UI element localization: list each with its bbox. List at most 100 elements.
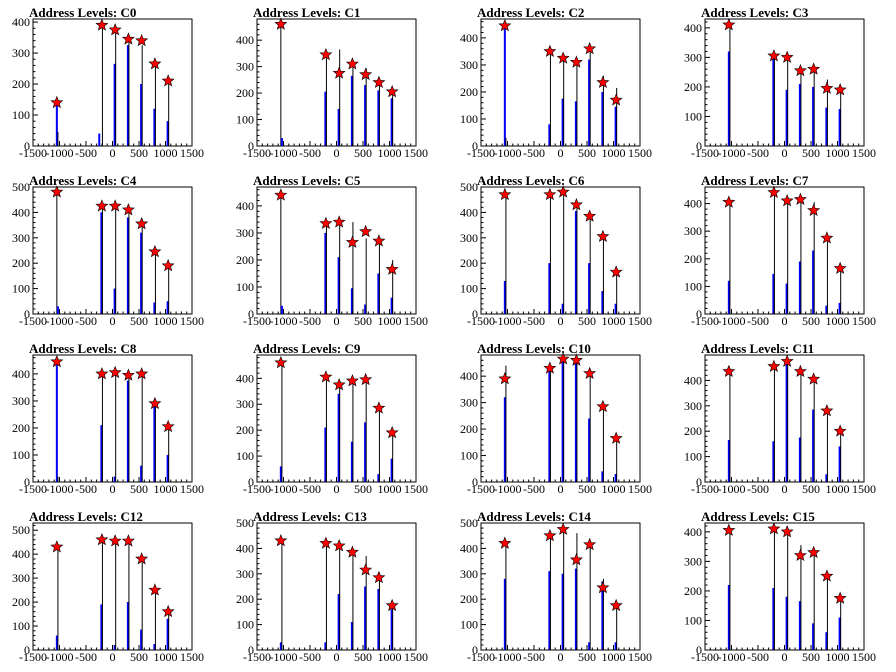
chart-panel-c2: Address Levels: C2 0 100 200 300 400 -1500 -100… bbox=[448, 0, 672, 168]
x-tick-label: -500 bbox=[747, 146, 769, 160]
star-marker bbox=[583, 366, 597, 380]
x-tick-label: 1500 bbox=[404, 650, 428, 664]
star-marker bbox=[722, 523, 736, 536]
star-marker bbox=[372, 401, 386, 414]
histogram-bar-blue bbox=[153, 406, 156, 482]
x-tick-label: 500 bbox=[802, 314, 820, 328]
histogram-bar-blue bbox=[364, 586, 367, 650]
histogram-bar-blue bbox=[166, 301, 169, 314]
histogram-bar-blue bbox=[280, 138, 283, 146]
chart-title: Address Levels: C4 bbox=[29, 173, 137, 188]
y-tick-label: 300 bbox=[236, 397, 254, 411]
x-tick-label: -1000 bbox=[46, 650, 74, 664]
x-tick-label: 1500 bbox=[180, 146, 204, 160]
histogram-bar-blue bbox=[55, 635, 58, 650]
x-tick-label: -500 bbox=[75, 482, 97, 496]
y-tick-label: 200 bbox=[236, 592, 254, 606]
star-marker bbox=[793, 548, 807, 562]
histogram-bar-blue bbox=[113, 476, 116, 482]
x-tick-label: 1500 bbox=[852, 650, 876, 664]
star-marker bbox=[385, 598, 399, 612]
x-tick-label: -1500 bbox=[467, 650, 495, 664]
star-marker bbox=[50, 540, 64, 553]
star-marker bbox=[148, 57, 162, 70]
x-tick-label: -1000 bbox=[46, 314, 74, 328]
star-marker bbox=[498, 536, 512, 549]
x-tick-label: -1500 bbox=[19, 650, 47, 664]
x-tick-label: 1000 bbox=[378, 482, 402, 496]
x-tick-label: 1000 bbox=[826, 482, 850, 496]
star-marker bbox=[121, 203, 135, 216]
y-tick-label: 0 bbox=[24, 475, 30, 489]
x-tick-label: 1500 bbox=[180, 314, 204, 328]
y-tick-label: 0 bbox=[24, 643, 30, 657]
histogram-bar-blue bbox=[588, 263, 591, 314]
x-tick-label: 0 bbox=[334, 650, 340, 664]
x-tick-label: -1000 bbox=[494, 146, 522, 160]
y-tick-label: 400 bbox=[12, 205, 30, 219]
histogram-bar-blue bbox=[798, 601, 801, 650]
star-marker bbox=[332, 377, 346, 391]
star-marker bbox=[498, 371, 512, 385]
star-marker bbox=[161, 258, 175, 272]
x-tick-label: 1000 bbox=[378, 650, 402, 664]
star-marker bbox=[767, 49, 781, 62]
chart-panel-c5: Address Levels: C5 0 100 200 300 400 -1500 -100… bbox=[224, 168, 448, 336]
histogram-bar-blue bbox=[614, 106, 617, 146]
histogram-bar-blue bbox=[614, 303, 617, 314]
y-tick-label: 100 bbox=[12, 282, 30, 296]
x-tick-label: -1000 bbox=[270, 314, 298, 328]
histogram-bar-blue bbox=[727, 280, 730, 314]
star-marker bbox=[274, 17, 288, 30]
x-tick-label: 0 bbox=[782, 146, 788, 160]
star-marker bbox=[583, 537, 597, 551]
x-tick-label: -500 bbox=[299, 314, 321, 328]
y-tick-label: 0 bbox=[696, 475, 702, 489]
chart-panel-c7: Address Levels: C7 0 100 200 300 400 -1500 -100… bbox=[672, 168, 896, 336]
star-marker bbox=[722, 364, 736, 378]
histogram-bar-blue bbox=[825, 632, 828, 650]
star-marker bbox=[274, 355, 288, 369]
x-tick-label: 0 bbox=[334, 314, 340, 328]
chart-panel-c4: Address Levels: C4 0 100 200 300 400 500 -1500-… bbox=[0, 168, 224, 336]
histogram-bar-blue bbox=[350, 622, 353, 650]
x-tick-label: 1000 bbox=[378, 146, 402, 160]
y-tick-label: 400 bbox=[460, 31, 478, 45]
y-tick-label: 300 bbox=[12, 394, 30, 408]
chart-svg: Address Levels: C60100200300400500-1500-… bbox=[460, 173, 652, 328]
histogram-bar-blue bbox=[772, 57, 775, 146]
star-marker bbox=[148, 396, 162, 410]
chart-svg: Address Levels: C40100200300400500-1500-… bbox=[12, 173, 204, 328]
histogram-bar-blue bbox=[825, 107, 828, 146]
star-marker bbox=[161, 419, 175, 433]
chart-svg: Address Levels: C10 0 100 200 300 400 -1500-10… bbox=[460, 341, 652, 496]
histogram-bar-blue bbox=[364, 85, 367, 146]
histogram-bar-blue bbox=[812, 409, 815, 482]
histogram-bar-blue bbox=[126, 217, 129, 314]
histogram-bar-blue bbox=[772, 441, 775, 482]
star-marker bbox=[95, 199, 109, 212]
star-marker bbox=[833, 261, 847, 274]
histogram-bar-blue bbox=[337, 594, 340, 650]
y-tick-label: 0 bbox=[248, 139, 254, 153]
y-tick-label: 0 bbox=[472, 475, 478, 489]
star-marker bbox=[780, 525, 794, 538]
chart-title: Address Levels: C12 bbox=[29, 509, 143, 524]
x-tick-label: 0 bbox=[110, 650, 116, 664]
chart-svg: Address Levels: C5 0 100 200 300 400 -1500-100… bbox=[236, 173, 428, 328]
histogram-bar-blue bbox=[280, 305, 283, 314]
histogram-bar-blue bbox=[561, 356, 564, 482]
histogram-bar-blue bbox=[390, 297, 393, 314]
star-marker bbox=[161, 74, 175, 87]
star-marker bbox=[780, 193, 794, 207]
star-marker bbox=[359, 224, 373, 238]
histogram-bar-blue bbox=[350, 75, 353, 146]
histogram-bar-blue bbox=[574, 568, 577, 650]
histogram-bar-blue bbox=[324, 232, 327, 314]
histogram-bar-blue bbox=[798, 437, 801, 482]
histogram-bar-blue bbox=[727, 440, 730, 482]
histogram-bar-blue bbox=[588, 59, 591, 146]
y-tick-label: 500 bbox=[12, 180, 30, 194]
y-tick-label: 400 bbox=[460, 541, 478, 555]
y-tick-label: 400 bbox=[684, 525, 702, 539]
